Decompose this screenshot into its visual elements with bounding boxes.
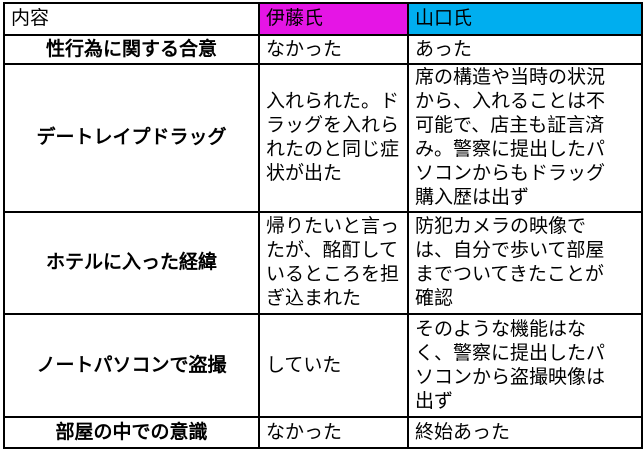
table-row-hotel: ホテルに入った経緯 帰りたいと言っ たが、酩酊して いるところを担 ぎ込まれた …	[3, 211, 643, 315]
table-row-consent: 性行為に関する合意 なかった あった	[3, 34, 643, 65]
table-row-awareness: 部屋の中での意識 なかった 終始あった	[3, 416, 643, 449]
row-label: ホテルに入った経緯	[3, 211, 260, 315]
ito-claim-cell: していた	[258, 313, 409, 418]
yamaguchi-claim-cell: 終始あった	[407, 416, 643, 449]
ito-claim-cell: なかった	[258, 416, 409, 449]
table-row-laptop: ノートパソコンで盗撮 していた そのような機能はな く、警察に提出したパ ソコン…	[3, 313, 643, 418]
ito-claim-cell: 帰りたいと言っ たが、酩酊して いるところを担 ぎ込まれた	[258, 211, 409, 315]
yamaguchi-claim-cell: 席の構造や当時の状況 から、入れることは不 可能で、店主も証言済 み。警察に提出…	[407, 63, 643, 213]
row-label: デートレイプドラッグ	[3, 63, 260, 213]
yamaguchi-claim-cell: そのような機能はな く、警察に提出したパ ソコンから盗撮映像は 出ず	[407, 313, 643, 418]
ito-claim-cell: なかった	[258, 34, 409, 65]
row-label: 部屋の中での意識	[3, 416, 260, 449]
table-row-drug: デートレイプドラッグ 入れられた。ド ラッグを入れら れたのと同じ症 状が出た …	[3, 63, 643, 213]
header-cell-yamaguchi: 山口氏	[407, 2, 643, 36]
ito-claim-cell: 入れられた。ド ラッグを入れら れたのと同じ症 状が出た	[258, 63, 409, 213]
yamaguchi-claim-cell: あった	[407, 34, 643, 65]
row-label: 性行為に関する合意	[3, 34, 260, 65]
comparison-table: 内容 伊藤氏 山口氏 性行為に関する合意 なかった あった デートレイプドラッグ…	[3, 2, 643, 449]
header-cell-content: 内容	[3, 2, 260, 36]
header-row: 内容 伊藤氏 山口氏	[3, 2, 643, 36]
row-label: ノートパソコンで盗撮	[3, 313, 260, 418]
yamaguchi-claim-cell: 防犯カメラの映像で は、自分で歩いて部屋 までついてきたことが 確認	[407, 211, 643, 315]
header-cell-ito: 伊藤氏	[258, 2, 409, 36]
